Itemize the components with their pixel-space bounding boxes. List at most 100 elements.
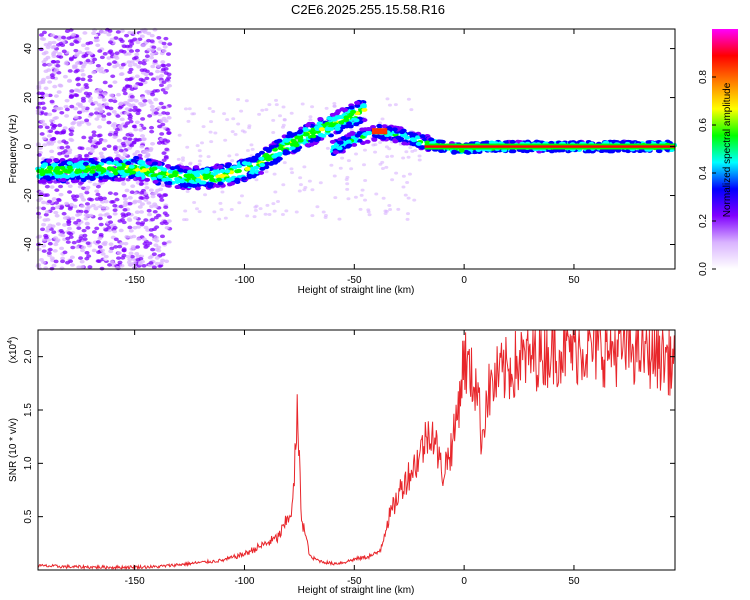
svg-text:(x104): (x104) [7, 337, 19, 364]
heatmap-cell [465, 150, 472, 155]
heatmap-cell [128, 229, 134, 233]
heatmap-cell [164, 86, 170, 91]
heatmap-cell [50, 206, 56, 211]
heatmap-cell [100, 168, 107, 173]
heatmap-cell [102, 92, 108, 96]
heatmap-cell [114, 157, 121, 162]
heatmap-cell [401, 174, 406, 178]
heatmap-cell [121, 194, 127, 198]
heatmap-cell [142, 68, 148, 72]
heatmap-cell [42, 143, 48, 147]
heatmap-cell [41, 136, 47, 141]
heatmap-cell [64, 107, 70, 112]
heatmap-cell [80, 73, 86, 77]
heatmap-cell [435, 139, 442, 144]
heatmap-cell [106, 62, 112, 67]
heatmap-cell [128, 164, 135, 169]
heatmap-cell [150, 173, 157, 178]
heatmap-cell [73, 221, 79, 225]
heatmap-cell [161, 49, 167, 53]
heatmap-cell [116, 138, 122, 143]
heatmap-cell [45, 217, 51, 222]
heatmap-cell [57, 123, 63, 128]
heatmap-cell [64, 114, 70, 118]
heatmap-cell [100, 205, 106, 210]
heatmap-cell [367, 213, 372, 217]
heatmap-cell [160, 60, 166, 64]
heatmap-cell [373, 134, 380, 139]
snr-line [37, 329, 676, 571]
heatmap-cell [227, 154, 232, 158]
heatmap-cell [108, 98, 114, 103]
heatmap-cell [83, 213, 89, 217]
heatmap-cell [97, 95, 103, 100]
heatmap-cell [164, 78, 170, 82]
heatmap-cell [41, 222, 47, 227]
snr-multiplier-exponent: 4 [7, 340, 14, 344]
heatmap-cell [62, 250, 68, 255]
heatmap-cell [404, 135, 411, 140]
heatmap-cell [75, 88, 81, 93]
spectrogram-x-tick-label: -50 [347, 275, 362, 286]
heatmap-cell [101, 114, 107, 118]
heatmap-cell [371, 137, 378, 142]
heatmap-cell [101, 117, 107, 122]
heatmap-cell [46, 158, 53, 163]
heatmap-cell [152, 209, 158, 214]
heatmap-cell [166, 72, 172, 77]
heatmap-cell [112, 60, 118, 64]
heatmap-cell [253, 208, 258, 212]
heatmap-cell [193, 165, 200, 170]
heatmap-cell [161, 177, 168, 182]
heatmap-cell [140, 78, 146, 83]
spectrogram-x-axis-label: Height of straight line (km) [298, 285, 415, 296]
heatmap-cell [197, 162, 202, 166]
heatmap-cell [51, 40, 57, 45]
spectrogram-frame [37, 28, 676, 270]
heatmap-cell [276, 138, 283, 143]
heatmap-cell [85, 226, 91, 230]
heatmap-cell [132, 152, 138, 157]
heatmap-cell [408, 146, 413, 150]
heatmap-cell [317, 132, 324, 137]
spectrogram-x-tick-label: -100 [234, 275, 254, 286]
heatmap-cell [68, 137, 74, 142]
heatmap-cell [230, 130, 235, 134]
heatmap-cell [358, 207, 363, 211]
heatmap-cell [56, 90, 62, 94]
heatmap-cell [271, 131, 276, 135]
heatmap-cell [176, 157, 181, 161]
heatmap-cell [332, 150, 339, 155]
heatmap-cell [73, 48, 79, 53]
heatmap-cell [244, 166, 251, 171]
heatmap-cell [125, 254, 131, 259]
heatmap-cell [117, 244, 123, 249]
heatmap-cell [47, 247, 53, 252]
heatmap-cell [250, 147, 255, 151]
heatmap-cell [77, 110, 83, 115]
heatmap-cell [91, 248, 97, 253]
heatmap-cell [97, 133, 103, 138]
heatmap-cell [107, 263, 113, 267]
heatmap-cell [260, 108, 265, 112]
heatmap-cell [56, 106, 62, 111]
heatmap-cell [97, 49, 103, 53]
heatmap-cell [98, 232, 104, 237]
heatmap-cell [86, 122, 92, 126]
heatmap-cell [104, 27, 110, 32]
heatmap-cell [49, 155, 55, 160]
heatmap-cell [140, 259, 146, 264]
heatmap-cell [113, 237, 119, 242]
heatmap-cell [38, 192, 44, 196]
heatmap-cell [120, 62, 126, 67]
heatmap-cell [86, 254, 92, 258]
heatmap-cell [92, 57, 98, 62]
heatmap-cell [58, 41, 64, 46]
heatmap-cell [52, 123, 58, 128]
heatmap-cell [45, 45, 51, 50]
heatmap-cell [53, 94, 59, 98]
heatmap-cell [98, 222, 104, 227]
heatmap-cell [70, 245, 76, 250]
heatmap-cell [332, 101, 337, 105]
heatmap-cell [41, 163, 48, 168]
